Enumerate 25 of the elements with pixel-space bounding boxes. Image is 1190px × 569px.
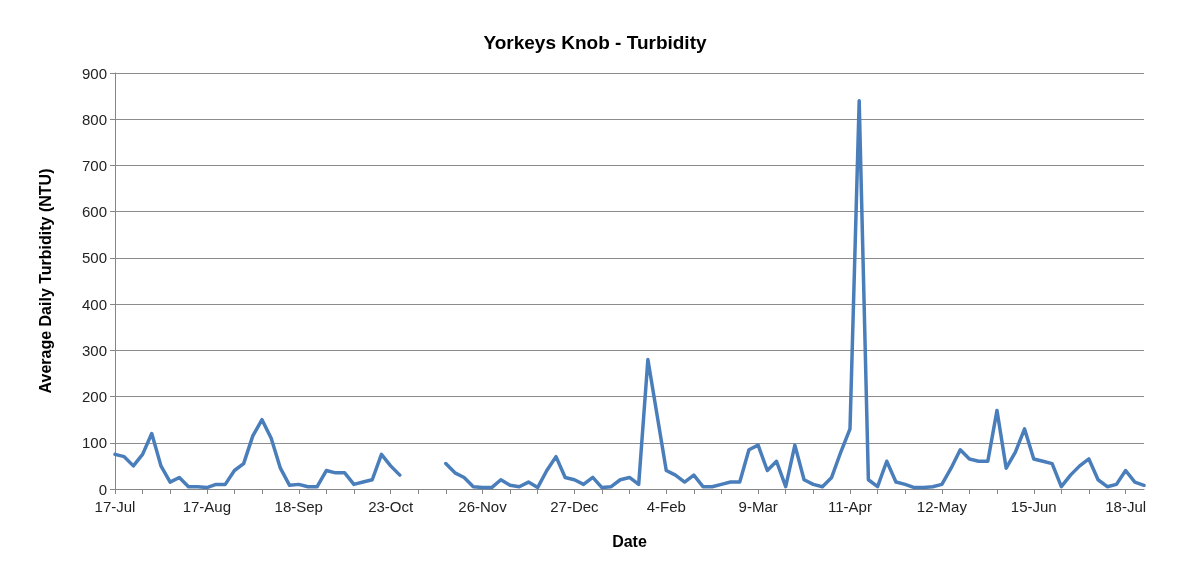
x-tick-label: 12-May: [916, 498, 968, 515]
x-tick-label: 23-Oct: [368, 498, 414, 515]
x-tick-label: 9-Mar: [738, 498, 778, 515]
chart-title: Yorkeys Knob - Turbidity: [483, 32, 707, 53]
y-tick-label: 800: [81, 110, 107, 128]
y-tick-label: 500: [81, 249, 107, 267]
y-axis-title: Average Daily Turbidity (NTU): [36, 168, 54, 394]
x-tick-label: 18-Jul: [1105, 498, 1147, 515]
x-axis-title: Date: [612, 532, 647, 550]
x-tick-label: 15-Jun: [1010, 498, 1057, 515]
x-tick-label: 4-Feb: [646, 498, 686, 515]
x-tick-label: 11-Apr: [828, 498, 872, 515]
y-tick-label: 700: [81, 156, 107, 174]
y-tick-label: 600: [81, 203, 107, 221]
x-tick-label: 26-Nov: [458, 498, 508, 515]
x-tick-label: 17-Aug: [182, 498, 232, 515]
y-tick-label: 200: [81, 388, 107, 406]
x-tick-label: 17-Jul: [94, 498, 136, 515]
y-tick-label: 0: [98, 480, 107, 498]
x-tick-label: 18-Sep: [274, 498, 323, 515]
x-tick-label: 27-Dec: [550, 498, 600, 515]
y-tick-label: 900: [81, 64, 107, 82]
y-tick-label: 400: [81, 295, 107, 313]
y-tick-label: 100: [81, 434, 107, 452]
y-tick-label: 300: [81, 341, 107, 359]
